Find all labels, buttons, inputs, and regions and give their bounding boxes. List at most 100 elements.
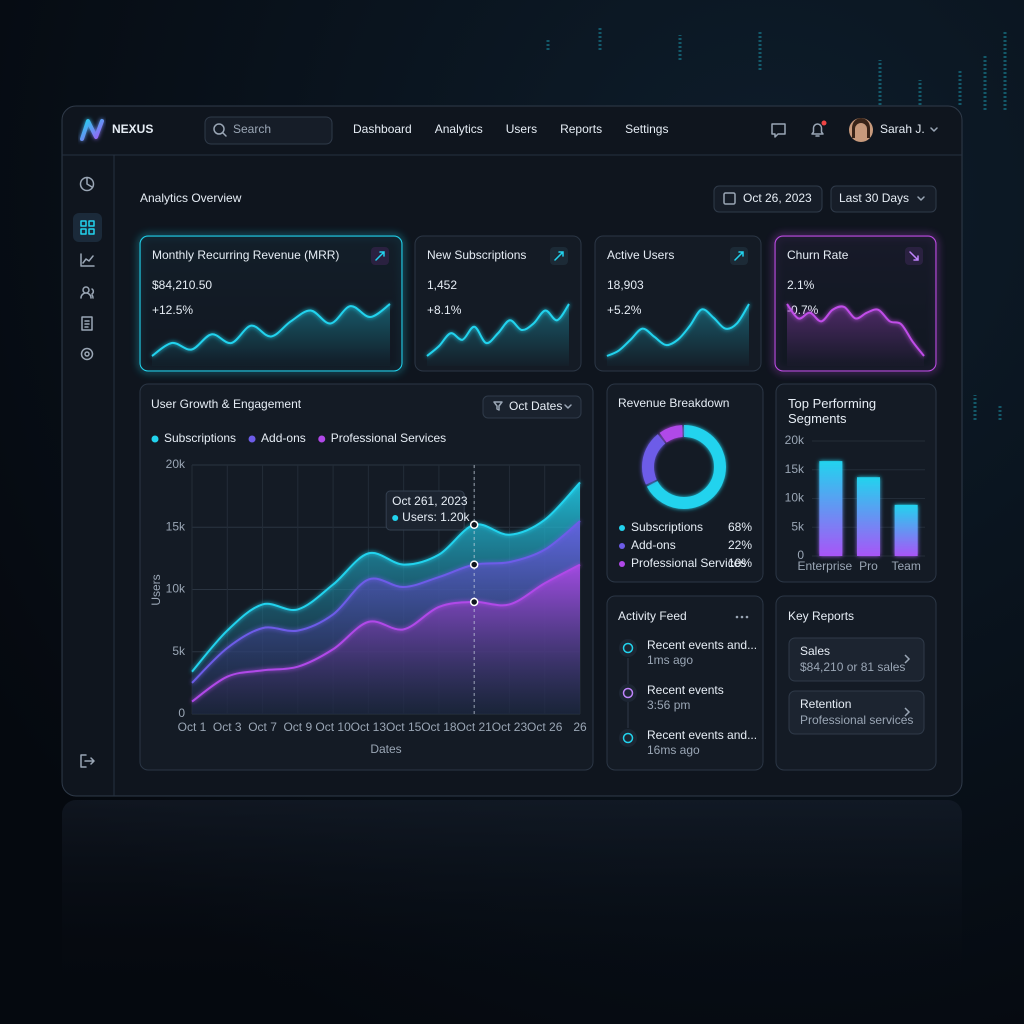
date-picker-box[interactable] [713,185,823,213]
activity-menu[interactable] [735,615,749,619]
hover-point [469,520,479,530]
revenue-card [606,383,764,583]
messages-icon[interactable] [771,123,786,138]
legend-label: Professional Services [331,431,446,445]
legend-label: Add-ons [631,538,676,552]
y-tick-label: 15k [166,519,186,533]
logout-icon[interactable] [80,754,95,768]
legend-dot [619,543,625,549]
sidebar-icon[interactable] [81,316,93,331]
bell-icon[interactable] [811,123,824,137]
x-tick-label: Oct 26 [527,720,563,734]
tooltip-box [385,490,465,531]
x-tick-label: Oct 3 [213,720,242,734]
nav-item[interactable]: Dashboard [353,122,412,136]
x-tick-label: Enterprise [797,559,852,573]
hover-point [469,597,479,607]
activity-time: 1ms ago [647,653,693,667]
search-box[interactable]: Search [204,116,333,145]
menu-dot[interactable] [735,615,739,619]
sidebar-icon [88,228,95,235]
report-title[interactable]: Sales [800,644,830,658]
activity-card [606,595,764,771]
donut-segment [642,425,726,509]
y-tick-label: 10k [166,582,186,596]
chevron [564,404,572,409]
x-tick-label: Oct 21 [457,720,493,734]
activity-icon [622,732,634,744]
y-tick-label: 20k [166,457,186,471]
bar [857,477,880,556]
legend-dot [318,435,326,443]
nav-item[interactable]: Analytics [435,122,483,136]
user-menu[interactable]: Sarah J. [849,118,938,142]
report-item[interactable] [788,637,925,682]
sidebar-active[interactable] [73,213,102,242]
range: Last 30 Days [839,191,909,205]
activity-icon-bg [619,684,637,702]
legend-value: 68% [728,520,752,534]
page-title: Analytics Overview [140,191,242,205]
report-subtitle[interactable]: $84,210 or 81 sales [800,660,905,674]
range-box[interactable] [830,185,937,213]
activity-time: 16ms ago [647,743,700,757]
nav-item[interactable]: Settings [625,122,668,136]
messages-button[interactable] [771,123,786,138]
y-tick-label: 0 [178,706,185,720]
report-subtitle[interactable]: Professional services [800,713,913,727]
sidebar-item[interactable] [79,176,95,192]
search-icon [213,123,225,135]
sidebar-item[interactable] [80,220,95,235]
sidebar-icon[interactable] [80,220,87,227]
main-chart-filter[interactable]: Oct Dates [482,395,582,419]
chevron-right [904,654,911,664]
logo-icon [80,119,104,141]
activity-icon-bg [619,639,637,657]
donut-chart: Subscriptions 68% Add-ons 22% Professional S… [619,425,752,570]
main-chart-title: User Growth & Engagement [151,397,302,411]
search-field[interactable] [204,116,333,145]
user-name[interactable]: Sarah J. [880,122,925,136]
filter-label: Oct Dates [509,399,562,413]
activity-text: Recent events [647,683,724,697]
bar [819,461,843,556]
nav-item[interactable]: Users [506,122,537,136]
kpi-change: +5.2% [607,303,642,317]
x-axis-title: Dates [370,742,401,756]
sidebar [73,176,102,768]
notifications-button[interactable] [811,120,827,137]
avatar [852,118,870,138]
kpi-change: +8.1% [427,303,462,317]
sidebar-icon[interactable] [80,347,94,361]
menu-dot[interactable] [740,615,744,619]
kpi-label: Active Users [607,248,674,262]
date-picker[interactable]: Oct 26, 2023 [713,185,823,213]
main-chart: Subscriptions Add-ons Professional Service… [151,431,587,734]
kpi-spark-area [787,304,924,366]
area-fill [192,564,580,714]
report-item[interactable] [788,690,925,735]
chevron [930,127,938,132]
filter-icon [493,401,503,411]
sidebar-icon[interactable] [80,253,95,267]
menu-dot[interactable] [745,615,749,619]
nav-bar: Dashboard Analytics Users Reports Settings [353,122,668,155]
kpi-spark-area [152,304,390,366]
x-tick-label: Oct 15 [386,720,422,734]
x-tick-label: Team [891,559,920,573]
nav-item[interactable]: Reports [560,122,602,136]
range-select[interactable]: Last 30 Days [830,185,937,213]
y-tick-label: 20k [785,433,805,447]
x-tick-label: Oct 9 [283,720,312,734]
y-axis-title: Users [149,574,163,605]
report-title[interactable]: Retention [800,697,851,711]
x-tick-label: Oct 7 [248,720,277,734]
y-tick-label: 5k [791,519,805,533]
legend-dot [248,435,256,443]
bar [894,504,918,556]
sidebar-icon[interactable] [80,286,95,299]
legend-label: Professional Services [631,556,746,570]
filter-box[interactable] [482,395,582,419]
date: Oct 26, 2023 [743,191,812,205]
y-tick-label: 15k [785,462,805,476]
